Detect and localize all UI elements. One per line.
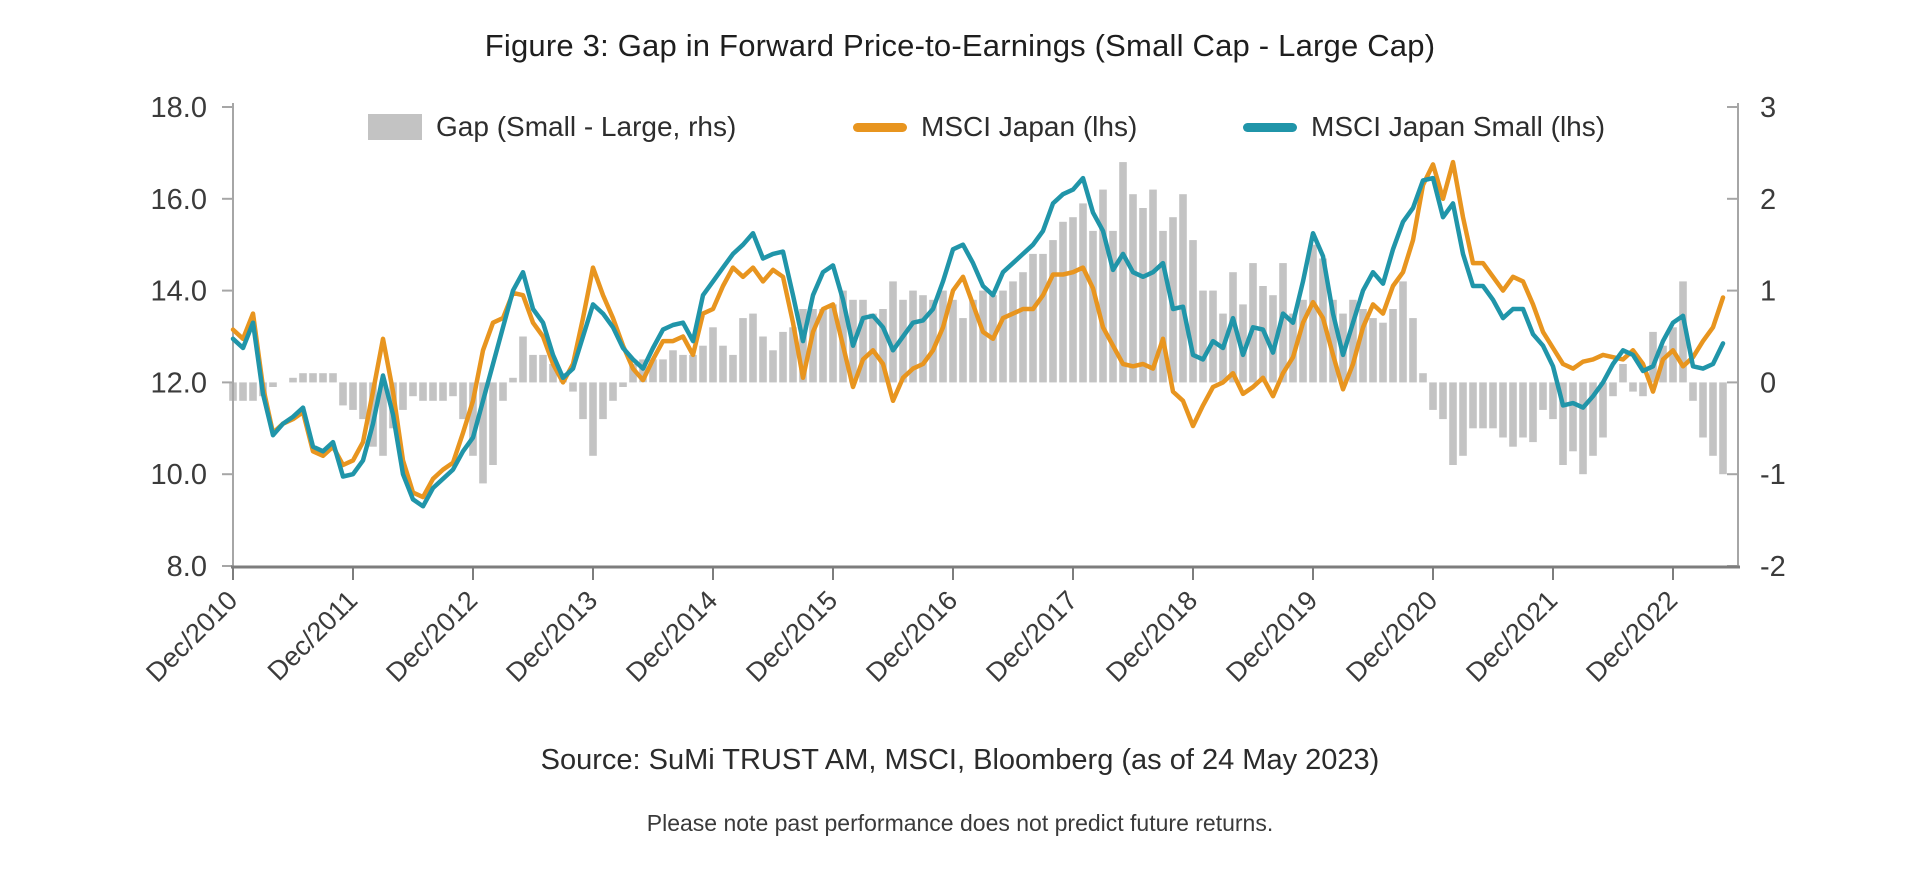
gap-bar-swatch-icon	[368, 114, 422, 140]
msci-japan-small-line	[230, 175, 1726, 509]
x-axis-tick-label: Dec/2013	[500, 585, 603, 688]
x-axis-tick-label: Dec/2016	[860, 585, 963, 688]
x-axis-tick-label: Dec/2021	[1460, 585, 1563, 688]
x-axis-tick-label: Dec/2011	[262, 585, 364, 687]
left-axis-tick-label: 8.0	[167, 551, 207, 583]
x-axis-tick-label: Dec/2014	[620, 585, 723, 688]
left-axis-tick-label: 14.0	[151, 276, 207, 308]
legend-label-msci-japan-small: MSCI Japan Small (lhs)	[1311, 111, 1606, 142]
right-axis-tick-label: -2	[1760, 551, 1786, 583]
disclaimer-text: Please note past performance does not pr…	[646, 810, 1274, 836]
chart-title: Figure 3: Gap in Forward Price-to-Earnin…	[484, 28, 1436, 63]
right-axis-tick-label: 3	[1760, 92, 1776, 124]
right-axis-tick-label: -1	[1760, 459, 1786, 491]
x-axis-tick-label: Dec/2012	[380, 585, 483, 688]
left-axis-tick-label: 10.0	[151, 459, 207, 491]
legend-item-msci-japan-small: MSCI Japan Small (lhs)	[1243, 111, 1605, 143]
axes	[222, 103, 1740, 580]
left-axis-tick-label: 12.0	[151, 367, 207, 399]
gap-bars	[229, 162, 1727, 484]
right-axis-tick-label: 2	[1760, 184, 1776, 216]
left-axis-tick-label: 16.0	[151, 184, 207, 216]
right-axis-tick-label: 0	[1760, 367, 1776, 399]
source-text: Source: SuMi TRUST AM, MSCI, Bloomberg (…	[540, 744, 1380, 776]
legend-label-gap: Gap (Small - Large, rhs)	[436, 111, 737, 142]
x-axis-tick-label: Dec/2018	[1100, 585, 1203, 688]
x-axis-tick-label: Dec/2019	[1220, 585, 1323, 688]
x-axis-tick-label: Dec/2022	[1580, 585, 1683, 688]
msci-japan-small-line-swatch-icon	[1243, 122, 1297, 132]
x-axis-tick-label: Dec/2017	[980, 585, 1083, 688]
msci-japan-line-swatch-icon	[853, 122, 907, 132]
right-axis-tick-label: 1	[1760, 276, 1776, 308]
legend-item-gap: Gap (Small - Large, rhs)	[368, 111, 736, 143]
left-axis-tick-label: 18.0	[151, 92, 207, 124]
x-axis-tick-label: Dec/2010	[140, 585, 243, 688]
legend-item-msci-japan: MSCI Japan (lhs)	[853, 111, 1137, 143]
x-axis-tick-label: Dec/2015	[740, 585, 843, 688]
msci-japan-line	[230, 159, 1726, 500]
x-axis-tick-label: Dec/2020	[1340, 585, 1443, 688]
legend-label-msci-japan: MSCI Japan (lhs)	[921, 111, 1138, 142]
